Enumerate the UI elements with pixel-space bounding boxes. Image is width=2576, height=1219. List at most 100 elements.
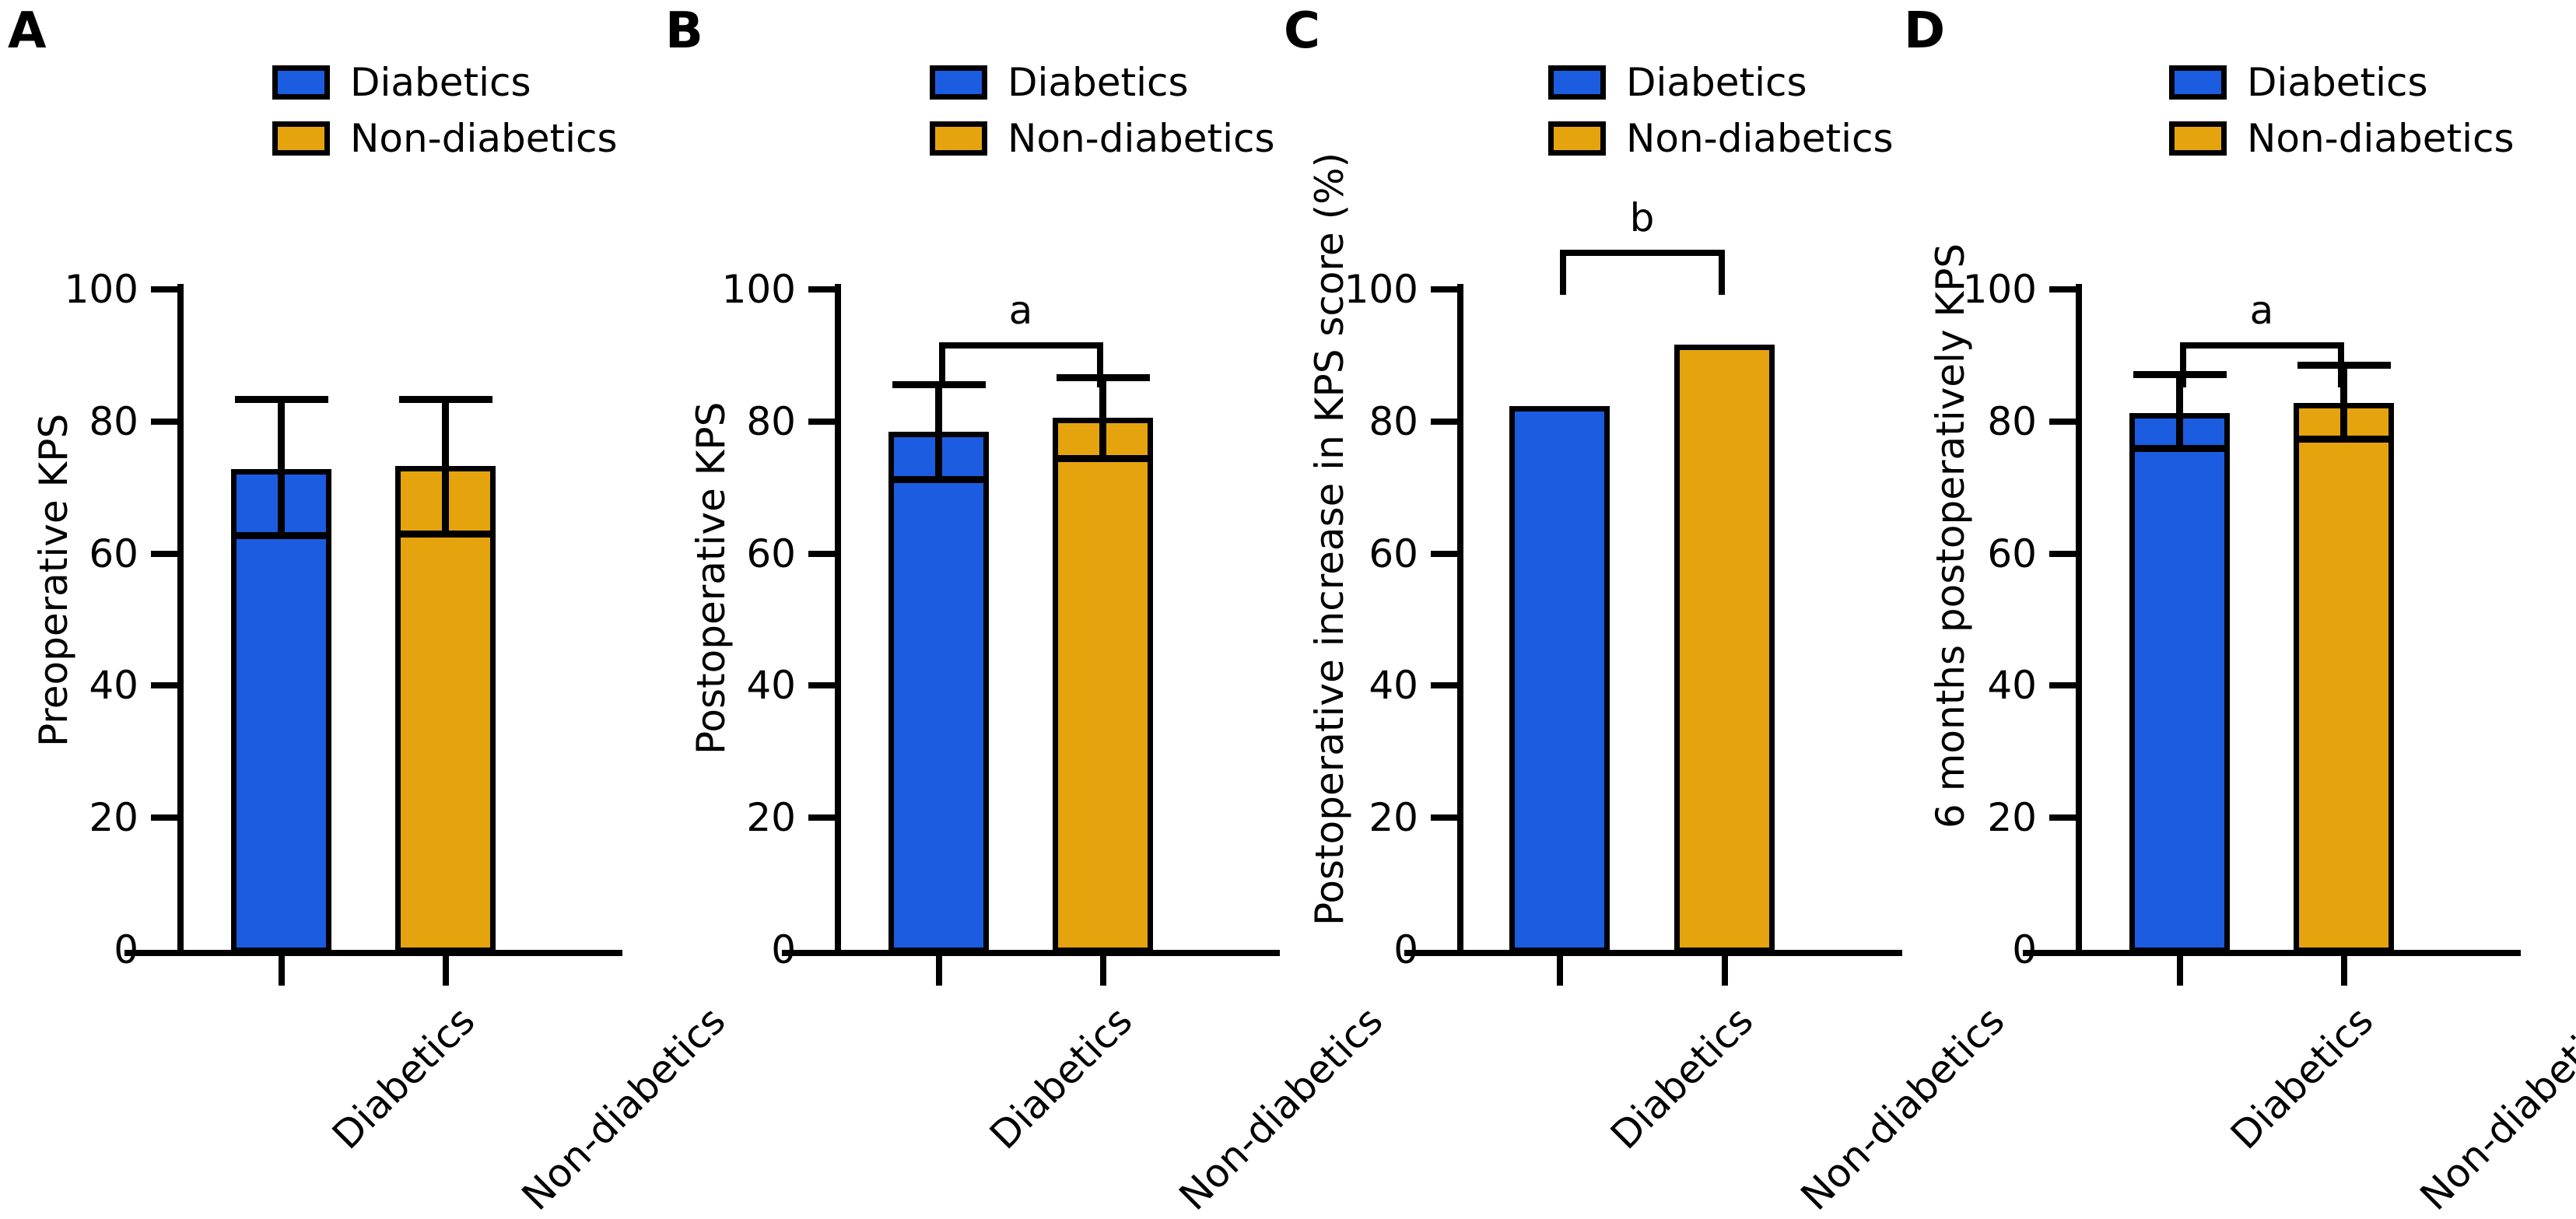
legend-item-label: Non-diabetics [2247,116,2515,161]
x-tick-label-d-0: Diabetics [2221,998,2382,1158]
y-tick-80 [151,418,177,425]
legend-item-diabetics[interactable]: Diabetics [2169,62,2515,103]
legend-item-diabetics[interactable]: Diabetics [930,62,1275,103]
y-tick-label-40: 40 [1369,663,1418,709]
y-tick-label-60: 60 [1987,531,2037,576]
significance-label-d: a [2249,287,2274,333]
y-tick-20 [2049,814,2076,821]
panel-d: D Diabetics Non-diabetics 0 20 40 60 80 100 6 mon… [1904,6,2576,1219]
bar-d-diabetics[interactable] [2129,412,2230,953]
legend-item-non-diabetics[interactable]: Non-diabetics [1548,118,1894,159]
error-bar-cap-upper-a-0 [234,395,328,403]
y-tick-label-40: 40 [746,663,796,709]
y-tick-20 [808,814,835,821]
y-tick-label-0: 0 [114,927,138,972]
y-tick-40 [1431,682,1457,689]
y-tick-20 [1431,814,1457,821]
y-tick-label-100: 100 [721,267,796,312]
error-bar-cap-lower-b-1 [1056,455,1150,463]
y-tick-100 [2049,286,2076,292]
y-tick-label-100: 100 [1962,267,2037,312]
significance-bracket-left-leg-b [938,342,945,387]
x-axis-line-d [2023,950,2521,956]
y-axis-title-d: 6 months postoperatively KPS [1928,243,1973,828]
panel-letter-b: B [665,2,703,60]
legend-b: Diabetics Non-diabetics [930,62,1275,174]
error-bar-cap-upper-a-1 [398,395,492,403]
y-tick-40 [151,682,177,689]
diabetics-swatch-icon [272,65,330,100]
significance-bracket-left-leg-d [2179,342,2186,387]
panel-a: A Diabetics Non-diabetics 0 20 40 60 80 100 Preop… [8,2,734,1219]
legend-c: Diabetics Non-diabetics [1548,62,1894,174]
x-tick-d-0 [2176,956,2183,986]
error-bar-cap-lower-d-0 [2133,445,2227,453]
error-bar-stem-d-1 [2340,362,2347,436]
bar-c-non-diabetics[interactable] [1674,345,1775,953]
figure-canvas: A Diabetics Non-diabetics 0 20 40 60 80 100 Preop… [8,2,2576,1219]
legend-item-non-diabetics[interactable]: Non-diabetics [2169,118,2515,159]
y-tick-label-20: 20 [1987,795,2037,841]
x-tick-label-d-1: Non-diabetics [2411,998,2576,1219]
x-tick-d-1 [2340,956,2347,986]
y-tick-40 [2049,682,2076,689]
bar-b-non-diabetics[interactable] [1053,417,1153,953]
y-tick-label-100: 100 [1344,267,1418,312]
legend-item-non-diabetics[interactable]: Non-diabetics [930,118,1275,159]
panel-letter-c: C [1284,2,1320,60]
y-tick-label-80: 80 [746,398,796,444]
y-tick-80 [1431,418,1457,425]
diabetics-swatch-icon [930,65,987,100]
x-tick-a-1 [442,956,449,986]
legend-a: Diabetics Non-diabetics [272,62,618,174]
legend-item-label: Non-diabetics [1626,116,1894,161]
significance-label-c: b [1629,195,1655,241]
y-tick-label-60: 60 [1369,531,1418,576]
y-tick-label-0: 0 [1393,927,1418,972]
y-tick-60 [808,550,835,557]
y-tick-80 [2049,418,2076,425]
y-tick-60 [2049,550,2076,557]
y-tick-label-0: 0 [771,927,796,972]
y-tick-60 [1431,550,1457,557]
y-axis-line-b [835,284,841,956]
non-diabetics-swatch-icon [930,121,987,156]
x-axis-line-b [782,950,1280,956]
non-diabetics-swatch-icon [2169,121,2227,156]
error-bar-stem-b-0 [935,381,942,477]
y-tick-label-60: 60 [746,531,796,576]
panel-letter-a: A [8,2,47,60]
error-bar-stem-a-0 [278,395,285,532]
legend-item-label: Diabetics [350,60,531,105]
x-axis-line-c [1404,950,1902,956]
bar-c-diabetics[interactable] [1509,406,1610,953]
bar-d-non-diabetics[interactable] [2294,403,2394,953]
significance-bracket-right-leg-d [2337,342,2344,387]
y-tick-100 [1431,286,1457,292]
legend-item-diabetics[interactable]: Diabetics [272,62,618,103]
error-bar-stem-a-1 [442,395,449,531]
error-bar-cap-lower-a-0 [234,531,328,539]
x-axis-line-a [124,950,622,956]
y-tick-80 [808,418,835,425]
significance-bracket-right-leg-c [1718,250,1725,296]
legend-item-diabetics[interactable]: Diabetics [1548,62,1894,103]
y-axis-line-c [1457,284,1463,956]
significance-bracket-top-d [2179,342,2344,349]
y-tick-label-80: 80 [89,398,138,444]
bar-a-diabetics[interactable] [231,468,331,953]
legend-item-label: Non-diabetics [1008,116,1275,161]
legend-item-non-diabetics[interactable]: Non-diabetics [272,118,618,159]
x-tick-a-0 [278,956,285,986]
x-tick-b-1 [1099,956,1106,986]
error-bar-cap-upper-b-1 [1056,373,1150,381]
non-diabetics-swatch-icon [1548,121,1606,156]
y-axis-line-a [177,284,184,956]
diabetics-swatch-icon [1548,65,1606,100]
bar-b-diabetics[interactable] [888,432,989,953]
error-bar-cap-lower-d-1 [2297,436,2391,443]
y-tick-60 [151,550,177,557]
legend-item-label: Non-diabetics [350,116,618,161]
y-tick-label-20: 20 [1369,795,1418,841]
y-tick-label-80: 80 [1987,398,2037,444]
